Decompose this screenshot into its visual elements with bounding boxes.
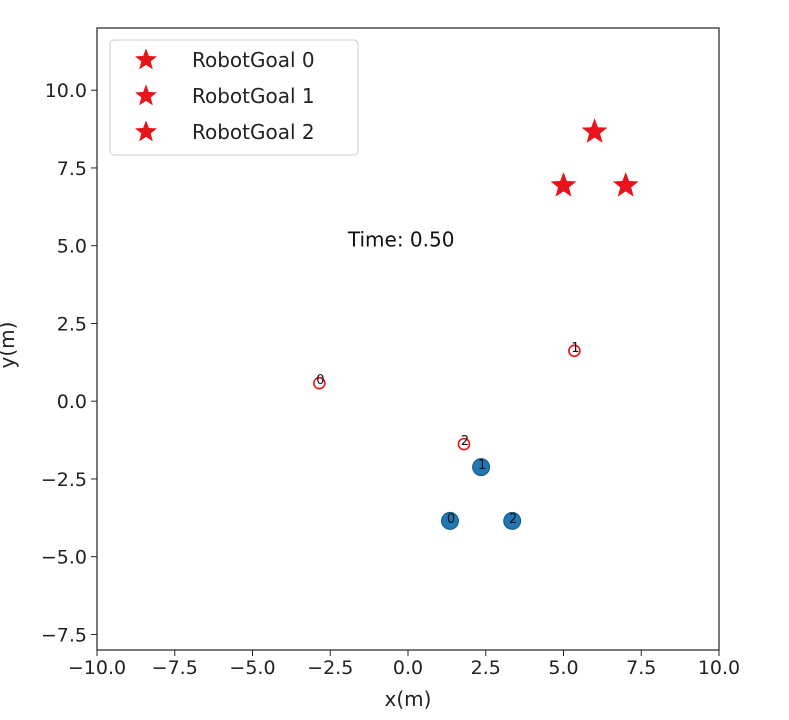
goal-star-marker xyxy=(581,118,608,143)
legend-box xyxy=(109,39,359,156)
obstacle-id-label: 2 xyxy=(461,434,469,449)
goal-star-marker xyxy=(550,171,577,197)
x-tick-label: 2.5 xyxy=(471,657,501,679)
x-tick-label: −5.0 xyxy=(229,657,275,679)
y-tick-label: −2.5 xyxy=(41,469,87,491)
x-tick-label: 10.0 xyxy=(698,657,740,679)
legend-entry-label: RobotGoal 0 xyxy=(192,48,315,72)
robot-marker xyxy=(472,458,491,477)
obstacle-marker xyxy=(457,437,471,451)
legend-entry-label: RobotGoal 1 xyxy=(192,84,315,108)
obstacle-id-label: 1 xyxy=(571,341,579,356)
x-tick-label: −10.0 xyxy=(68,657,126,679)
y-tick-label: −5.0 xyxy=(41,547,87,569)
obstacle-marker xyxy=(313,376,326,390)
legend-entry-label: RobotGoal 2 xyxy=(192,120,315,144)
obstacle-id-label: 0 xyxy=(316,373,324,388)
robot-marker xyxy=(440,511,459,530)
robot-id-label: 2 xyxy=(509,512,517,527)
y-tick-label: 10.0 xyxy=(45,80,87,102)
x-tick-label: 0.0 xyxy=(393,657,423,679)
y-tick-label: 2.5 xyxy=(57,313,87,335)
x-tick-label: −2.5 xyxy=(307,657,353,679)
x-axis-label: x(m) xyxy=(385,687,432,711)
obstacle-marker xyxy=(568,344,581,358)
robot-id-label: 0 xyxy=(447,512,455,527)
legend-star-icon xyxy=(134,48,158,70)
y-axis-label: y(m) xyxy=(0,322,19,369)
legend: RobotGoal 0 RobotGoal 1 RobotGoal 2 xyxy=(109,39,359,156)
legend-star-icon xyxy=(134,84,158,106)
legend-star-icon xyxy=(134,120,158,142)
x-tick-label: 7.5 xyxy=(626,657,656,679)
robot-marker xyxy=(503,511,522,530)
robot-id-label: 1 xyxy=(478,458,486,473)
y-tick-label: 0.0 xyxy=(57,391,87,413)
time-annotation: Time: 0.50 xyxy=(347,228,455,252)
x-tick-label: 5.0 xyxy=(548,657,578,679)
y-tick-label: 7.5 xyxy=(57,158,87,180)
y-tick-label: 5.0 xyxy=(57,236,87,258)
goal-star-marker xyxy=(612,171,639,197)
x-tick-label: −7.5 xyxy=(152,657,198,679)
y-tick-label: −7.5 xyxy=(41,624,87,646)
